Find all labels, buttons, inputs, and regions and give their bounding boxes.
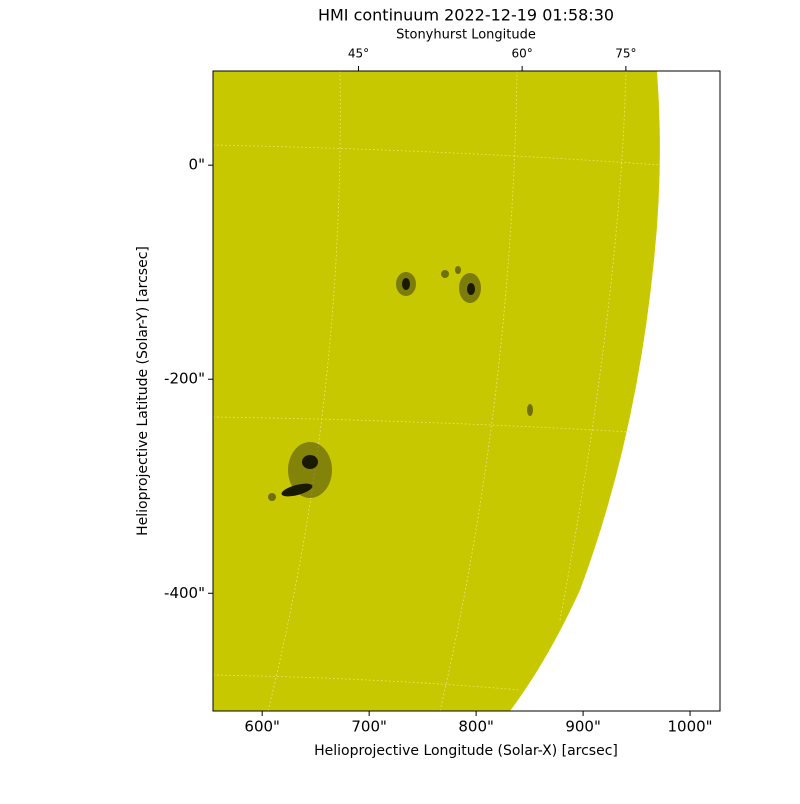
- x2-tick-label: 45°: [348, 47, 369, 61]
- x-tick-label: 600": [244, 718, 280, 736]
- plot-frame: [212, 70, 721, 712]
- sunspots: [268, 266, 533, 501]
- x2-tick-label: 75°: [615, 47, 636, 61]
- y-axis-label: Helioprojective Latitude (Solar-Y) [arcs…: [135, 246, 151, 536]
- coordinate-grid: [212, 70, 661, 712]
- x-tick-label: 700": [351, 718, 387, 736]
- x-tick-label: 800": [458, 718, 494, 736]
- x2-tick-label: 60°: [511, 47, 532, 61]
- x-tick-label: 1000": [668, 718, 713, 736]
- x-axis-label: Helioprojective Longitude (Solar-X) [arc…: [314, 743, 618, 759]
- x2-axis-label: Stonyhurst Longitude: [396, 28, 536, 43]
- y-tick-label: -400": [164, 584, 205, 602]
- solar-disk-image: [213, 71, 660, 711]
- x-tick-label: 900": [565, 718, 601, 736]
- y-tick-label: 0": [189, 156, 205, 174]
- y-tick-label: -200": [164, 370, 205, 388]
- chart-title: HMI continuum 2022-12-19 01:58:30: [318, 6, 614, 25]
